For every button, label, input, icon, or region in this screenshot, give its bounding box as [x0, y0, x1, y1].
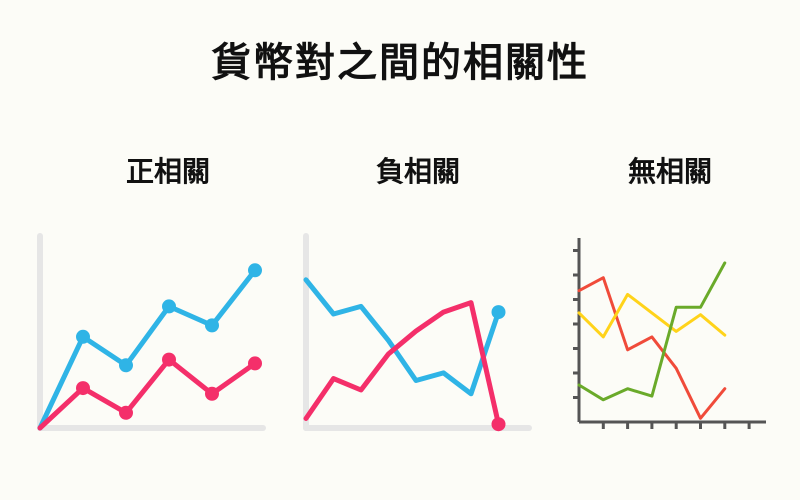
- main-title: 貨幣對之間的相關性: [211, 40, 589, 86]
- data-point: [248, 263, 262, 278]
- data-point: [248, 356, 262, 371]
- no-correlation-chart: [573, 238, 766, 429]
- data-point: [205, 318, 219, 333]
- positive-correlation-title: 正相關: [125, 155, 210, 188]
- data-point: [76, 381, 90, 396]
- series-line-1: [577, 292, 727, 339]
- series-line-2: [577, 261, 727, 402]
- series-line-0: [577, 276, 727, 420]
- data-point: [76, 329, 90, 344]
- data-point: [119, 358, 133, 373]
- data-point: [491, 417, 506, 432]
- negative-correlation-title: 負相關: [375, 155, 460, 188]
- series-line-0: [303, 277, 501, 397]
- data-point: [119, 405, 133, 420]
- data-point: [491, 305, 506, 320]
- series-line-1: [303, 300, 501, 427]
- series-line-0: [37, 267, 258, 431]
- data-point: [162, 299, 176, 314]
- data-point: [205, 386, 219, 401]
- positive-correlation-chart: [37, 233, 266, 431]
- data-point: [162, 352, 176, 367]
- no-correlation-title: 無相關: [627, 155, 712, 188]
- series-line-1: [37, 357, 258, 431]
- negative-correlation-chart: [303, 233, 532, 432]
